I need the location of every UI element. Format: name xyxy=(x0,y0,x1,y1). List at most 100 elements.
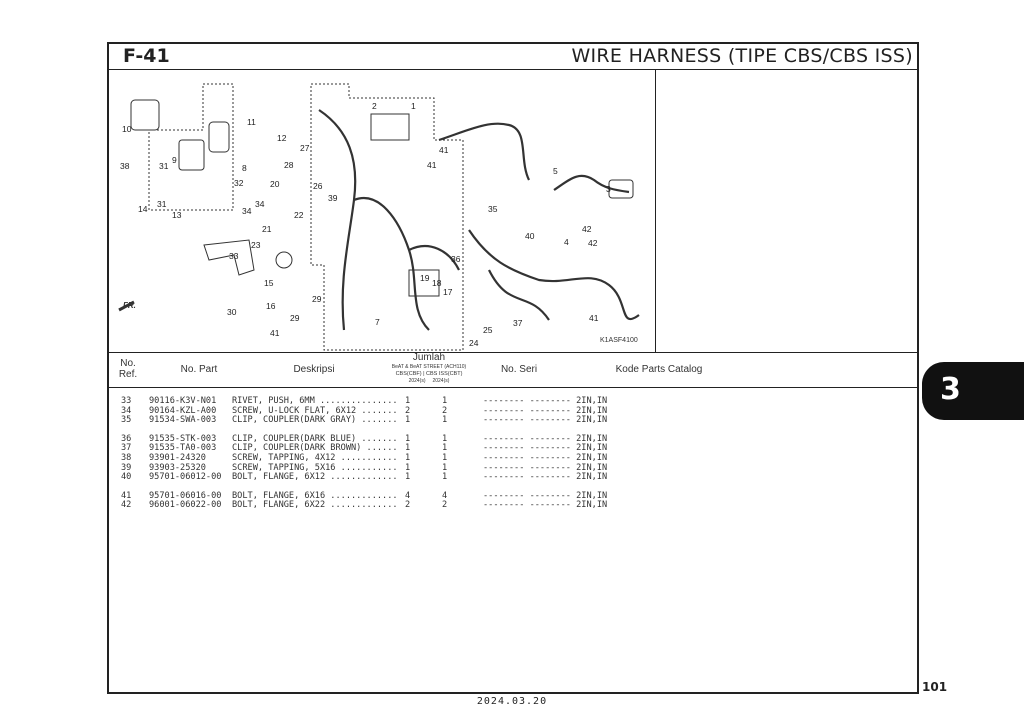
description-cell: RIVET, PUSH, 6MM ............... xyxy=(232,396,398,406)
qty-cbs-cell: 1 xyxy=(405,415,411,426)
ref-cell: 41 xyxy=(121,490,132,501)
qty-cbs-iss-cell: 1 xyxy=(442,443,448,454)
callout-number: 39 xyxy=(328,193,338,203)
description-cell: SCREW, U-LOCK FLAT, 6X12 ....... xyxy=(232,405,398,416)
page-title: WIRE HARNESS (TIPE CBS/CBS ISS) xyxy=(571,45,913,67)
qty-cbs-iss-cell: 1 xyxy=(442,472,448,483)
ref-cell: 37 xyxy=(121,443,132,454)
table-row: 40 95701-06012-00 BOLT, FLANGE, 6X12 .....… xyxy=(109,472,917,482)
section-tab: 3 xyxy=(922,362,1024,420)
ref-cell: 39 xyxy=(121,462,132,473)
qty-cbs-cell: 2 xyxy=(405,500,411,511)
serial-cell: -------- -------- 2IN,IN xyxy=(483,433,608,444)
figure-number: F-41 xyxy=(123,45,170,67)
callout-number: 1 xyxy=(411,101,416,111)
ref-cell: 38 xyxy=(121,452,132,463)
qty-cbs-cell: 2 xyxy=(405,405,411,416)
callout-number: 42 xyxy=(588,238,598,248)
qty-cbs-iss-cell: 1 xyxy=(442,415,448,426)
table-row: 41 95701-06016-00 BOLT, FLANGE, 6X16 .....… xyxy=(109,491,917,501)
qty-cbs-cell: 4 xyxy=(405,490,411,501)
col-qty-header: Jumlah xyxy=(412,352,446,363)
serial-cell: -------- -------- 2IN,IN xyxy=(483,500,608,511)
callout-number: 28 xyxy=(284,160,294,170)
callout-number: 17 xyxy=(443,287,453,297)
callout-number: 41 xyxy=(427,160,437,170)
description-cell: CLIP, COUPLER(DARK BROWN) ...... xyxy=(232,443,398,454)
front-arrow-label: FR. xyxy=(123,301,136,310)
callout-number: 41 xyxy=(270,328,280,338)
callout-number: 25 xyxy=(483,325,493,335)
serial-cell: -------- -------- 2IN,IN xyxy=(483,490,608,501)
key-cylinder xyxy=(208,121,230,153)
callout-number: 37 xyxy=(513,318,523,328)
callout-number: 31 xyxy=(159,161,169,171)
qty-cbs-iss-cell: 1 xyxy=(442,452,448,463)
footer-date: 2024.03.20 xyxy=(476,696,548,707)
part-number-cell: 95701-06012-00 xyxy=(149,472,222,483)
callout-number: 20 xyxy=(270,179,280,189)
description-cell: SCREW, TAPPING, 4X12 ........... xyxy=(232,452,398,463)
callout-number: 35 xyxy=(488,204,498,214)
callout-number: 31 xyxy=(157,199,167,209)
callout-number: 2 xyxy=(372,101,377,111)
serial-cell: -------- -------- 2IN,IN xyxy=(483,462,608,473)
description-cell: BOLT, FLANGE, 6X16 ............. xyxy=(232,490,398,501)
col-qty-years: 2024(s) 2024(s) xyxy=(408,378,450,384)
col-qty-variants: CBS(CBF) | CBS ISS(CBT) xyxy=(395,371,463,377)
qty-cbs-cell: 1 xyxy=(405,433,411,444)
callout-number: 9 xyxy=(172,155,177,165)
callout-number: 29 xyxy=(312,294,322,304)
table-row: 38 93901-24320 SCREW, TAPPING, 4X12 ......… xyxy=(109,453,917,463)
qty-cbs-iss-cell: 2 xyxy=(442,500,448,511)
callout-number: 34 xyxy=(255,199,265,209)
callout-number: 10 xyxy=(122,124,132,134)
serial-cell: -------- -------- 2IN,IN xyxy=(483,443,608,454)
qty-cbs-iss-cell: 2 xyxy=(442,405,448,416)
part-number-cell: 93901-24320 xyxy=(149,452,206,463)
callout-number: 16 xyxy=(266,301,276,311)
callout-number: 42 xyxy=(582,224,592,234)
col-ref-header: No. Ref. xyxy=(118,358,138,380)
part-number-cell: 90116-K3V-N01 xyxy=(149,396,217,406)
bracket xyxy=(203,239,255,276)
callout-number: 3 xyxy=(606,184,611,194)
callout-number: 32 xyxy=(234,178,244,188)
serial-cell: -------- -------- 2IN,IN xyxy=(483,396,608,406)
table-row: 42 96001-06022-00 BOLT, FLANGE, 6X22 .....… xyxy=(109,500,917,510)
description-cell: BOLT, FLANGE, 6X22 ............. xyxy=(232,500,398,511)
serial-cell: -------- -------- 2IN,IN xyxy=(483,415,608,426)
callout-number: 24 xyxy=(469,338,479,348)
diagram-code: K1ASF4100 xyxy=(600,337,638,344)
callout-number: 26 xyxy=(313,181,323,191)
diagram-divider xyxy=(655,70,656,352)
ref-cell: 40 xyxy=(121,472,132,483)
ref-cell: 33 xyxy=(121,396,132,406)
table-row: 35 91534-SWA-003 CLIP, COUPLER(DARK GRAY) … xyxy=(109,415,917,425)
ref-cell: 34 xyxy=(121,405,132,416)
callout-number: 12 xyxy=(277,133,287,143)
description-cell: SCREW, TAPPING, 5X16 ........... xyxy=(232,462,398,473)
col-desc-header: Deskripsi xyxy=(293,364,335,375)
table-row: 33 90116-K3V-N01 RIVET, PUSH, 6MM ........… xyxy=(109,396,917,406)
ignition-switch xyxy=(130,99,160,131)
section-number: 3 xyxy=(940,372,961,407)
ignition-group-outline xyxy=(148,83,234,211)
page-number: 101 xyxy=(922,680,948,694)
callout-number: 21 xyxy=(262,224,272,234)
qty-cbs-cell: 1 xyxy=(405,396,411,406)
qty-cbs-iss-cell: 1 xyxy=(442,462,448,473)
callout-number: 29 xyxy=(290,313,300,323)
callout-number: 33 xyxy=(229,251,239,261)
description-cell: BOLT, FLANGE, 6X12 ............. xyxy=(232,472,398,483)
serial-cell: -------- -------- 2IN,IN xyxy=(483,472,608,483)
part-number-cell: 91535-TA0-003 xyxy=(149,443,217,454)
col-catalog-header: Kode Parts Catalog xyxy=(615,364,703,375)
qty-cbs-cell: 1 xyxy=(405,443,411,454)
page-header: F-41 WIRE HARNESS (TIPE CBS/CBS ISS) xyxy=(109,44,917,70)
harness-group-outline xyxy=(310,83,464,351)
parts-table-body: 33 90116-K3V-N01 RIVET, PUSH, 6MM ........… xyxy=(109,396,917,510)
callout-number: 30 xyxy=(227,307,237,317)
callout-number: 15 xyxy=(264,278,274,288)
callout-number: 14 xyxy=(138,204,148,214)
